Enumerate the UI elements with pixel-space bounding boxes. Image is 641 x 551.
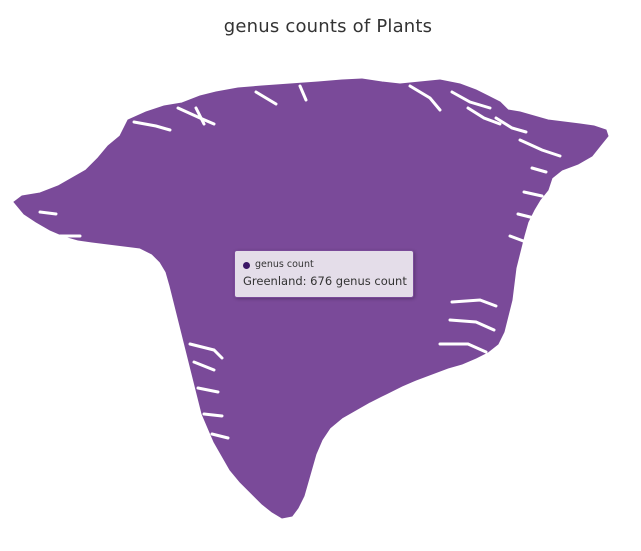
region-tooltip: genus count Greenland: 676 genus count: [234, 250, 414, 298]
greenland-region[interactable]: [13, 78, 609, 519]
tooltip-series-label: genus count: [255, 259, 314, 270]
chart-title: genus counts of Plants: [223, 16, 433, 37]
tooltip-value-text: Greenland: 676 genus count: [243, 274, 407, 288]
series-marker-icon: [243, 261, 250, 269]
coastline-fjords: [38, 84, 562, 440]
tooltip-header: genus count: [243, 259, 405, 271]
